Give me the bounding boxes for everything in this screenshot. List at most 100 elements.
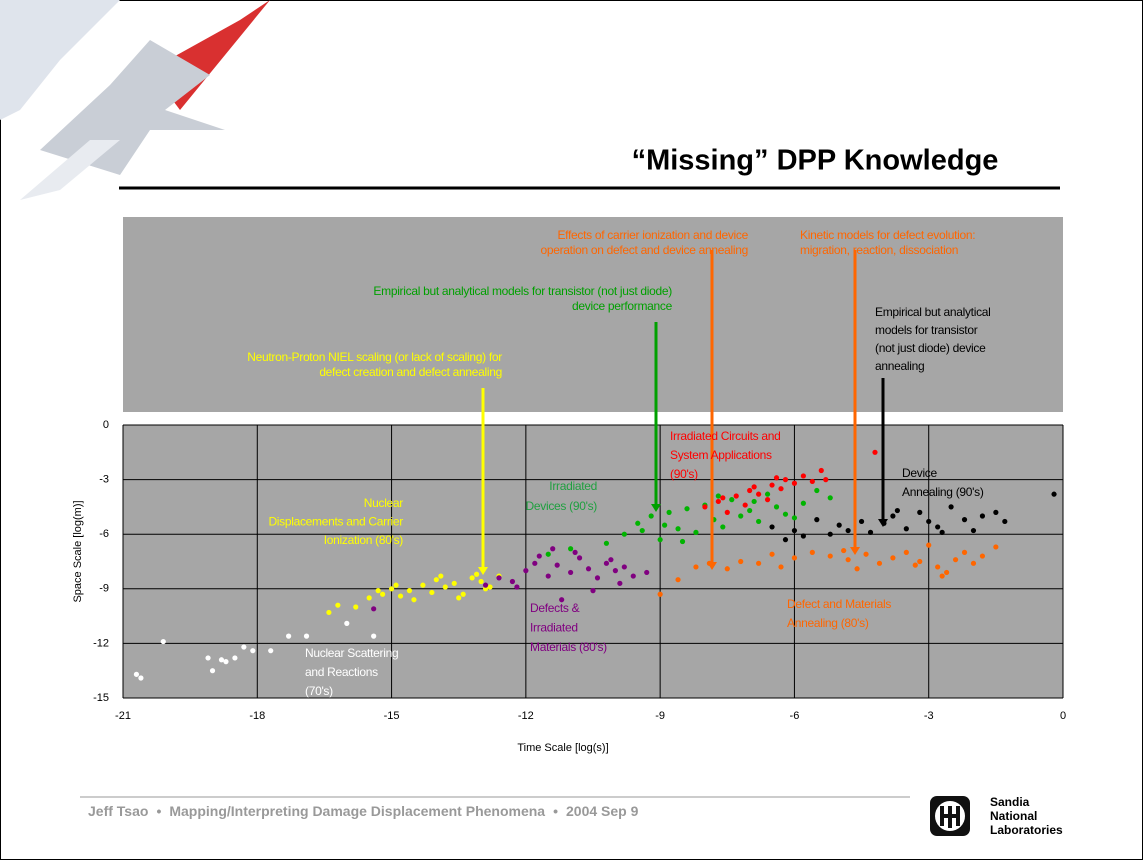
scatter-point	[684, 506, 689, 511]
annotation: Kinetic models for defect evolution:	[800, 228, 975, 242]
annotation: Nuclear Scattering	[305, 646, 398, 660]
scatter-point	[828, 553, 833, 558]
annotation: Effects of carrier ionization and device	[557, 228, 748, 242]
scatter-point	[913, 563, 918, 568]
scatter-point	[335, 603, 340, 608]
scatter-point	[572, 550, 577, 555]
scatter-point	[783, 537, 788, 542]
scatter-point	[326, 610, 331, 615]
scatter-point	[756, 519, 761, 524]
scatter-point	[604, 561, 609, 566]
scatter-point	[398, 593, 403, 598]
annotation: annealing	[875, 359, 924, 373]
scatter-point	[783, 477, 788, 482]
scatter-point	[532, 561, 537, 566]
scatter-point	[590, 588, 595, 593]
annotation: (90's)	[670, 467, 698, 481]
annotation: migration, reaction, dissociation	[800, 243, 958, 257]
annotation: Irradiated	[549, 479, 597, 493]
scatter-point	[483, 583, 488, 588]
scatter-point	[769, 552, 774, 557]
scatter-point	[537, 553, 542, 558]
scatter-point	[478, 579, 483, 584]
scatter-point	[550, 546, 555, 551]
scatter-point	[828, 532, 833, 537]
scatter-point	[769, 524, 774, 529]
scatter-point	[514, 584, 519, 589]
scatter-point	[872, 450, 877, 455]
scatter-point	[568, 546, 573, 551]
scatter-point	[926, 519, 931, 524]
scatter-point	[693, 530, 698, 535]
annotation: Defects &	[530, 601, 580, 615]
y-axis-label: Space Scale [log(m)]	[72, 500, 84, 602]
scatter-point	[138, 675, 143, 680]
scatter-point	[635, 521, 640, 526]
scatter-point	[371, 634, 376, 639]
scatter-point	[631, 573, 636, 578]
scatter-point	[792, 528, 797, 533]
scatter-point	[837, 523, 842, 528]
scatter-point	[720, 495, 725, 500]
scatter-point	[434, 577, 439, 582]
annotation: Empirical but analytical	[875, 305, 991, 319]
scatter-point	[769, 482, 774, 487]
scatter-point	[863, 552, 868, 557]
scatter-point	[210, 668, 215, 673]
scatter-point	[846, 528, 851, 533]
scatter-point	[438, 573, 443, 578]
scatter-point	[940, 573, 945, 578]
annotation: (70's)	[305, 684, 333, 698]
scatter-point	[828, 495, 833, 500]
scatter-point	[971, 561, 976, 566]
scatter-point	[743, 502, 748, 507]
scatter-point	[993, 544, 998, 549]
annotation: Neutron-Proton NIEL scaling (or lack of …	[247, 350, 502, 364]
scatter-point	[792, 555, 797, 560]
x-tick-label: -15	[384, 710, 400, 722]
scatter-point	[595, 575, 600, 580]
scatter-point	[716, 493, 721, 498]
logo-line: National	[990, 809, 1037, 823]
scatter-point	[617, 581, 622, 586]
footer-sep: •	[156, 803, 161, 819]
scatter-point	[944, 570, 949, 575]
scatter-point	[223, 659, 228, 664]
scatter-point	[675, 526, 680, 531]
annotation: Device	[902, 466, 938, 480]
scatter-point	[604, 541, 609, 546]
x-tick-label: -6	[790, 710, 800, 722]
scatter-point	[890, 513, 895, 518]
scatter-point	[555, 563, 560, 568]
annotation: Annealing (90's)	[902, 485, 984, 499]
y-tick-label: -12	[93, 637, 109, 649]
scatter-point	[452, 581, 457, 586]
annotation: models for transistor	[875, 323, 978, 337]
annotation: Nuclear	[364, 496, 404, 510]
scatter-point	[568, 570, 573, 575]
scatter-point	[810, 550, 815, 555]
scatter-point	[846, 557, 851, 562]
scatter-point	[859, 519, 864, 524]
scatter-point	[792, 481, 797, 486]
scatter-point	[286, 634, 291, 639]
scatter-point	[725, 510, 730, 515]
scatter-point	[367, 595, 372, 600]
scatter-point	[720, 524, 725, 529]
scatter-point	[962, 550, 967, 555]
y-tick-label: -9	[99, 583, 109, 595]
scatter-point	[917, 559, 922, 564]
annotation: Irradiated Circuits and	[670, 429, 781, 443]
scatter-point	[765, 497, 770, 502]
scatter-point	[747, 488, 752, 493]
scatter-point	[577, 555, 582, 560]
logo-line: Laboratories	[990, 823, 1063, 837]
scatter-point	[380, 592, 385, 597]
scatter-point	[783, 512, 788, 517]
scatter-point	[962, 517, 967, 522]
scatter-point	[644, 570, 649, 575]
scatter-point	[725, 566, 730, 571]
footer-topic: Mapping/Interpreting Damage Displacement…	[169, 803, 545, 819]
scatter-point	[608, 557, 613, 562]
annotation: (not just diode) device	[875, 341, 986, 355]
